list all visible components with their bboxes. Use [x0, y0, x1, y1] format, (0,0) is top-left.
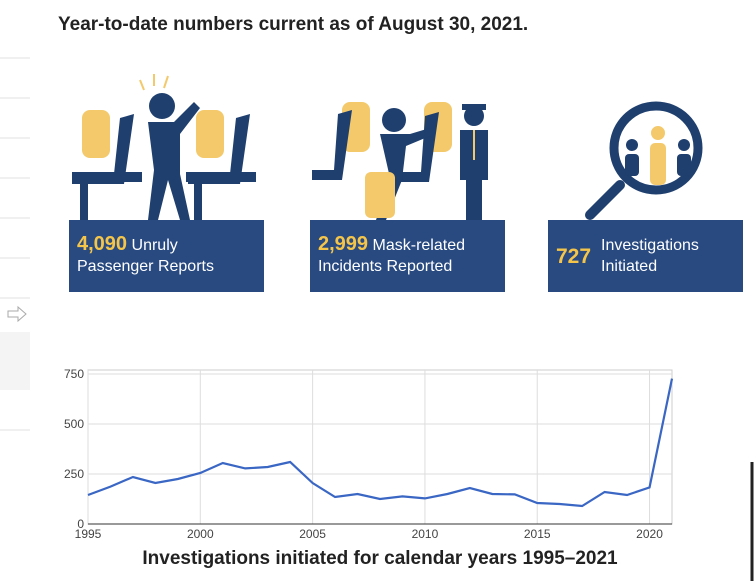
x-tick-label: 2005: [299, 527, 326, 541]
x-tick-label: 2010: [412, 527, 439, 541]
stat-card: 727 Investigations Initiated: [548, 220, 743, 292]
stat-text: 2,999 Mask-related Incidents Reported: [318, 234, 490, 277]
line: [87, 378, 674, 508]
x-axis-label: Investigations initiated for calendar ye…: [142, 548, 618, 569]
x-tick-label: 2000: [187, 527, 214, 541]
y-tick-label: 750: [64, 367, 84, 381]
stat-value: 4,090: [77, 233, 128, 255]
x-tick-label: 2020: [636, 527, 663, 541]
stat-label: Investigations Initiated: [601, 237, 699, 275]
stat-label: Mask-related Incidents Reported: [318, 237, 465, 275]
sidebar-item: [0, 332, 30, 390]
stat-label: Unruly Passenger Reports: [77, 237, 214, 275]
stat-value: 727: [556, 244, 592, 268]
x-tick-label: 1995: [75, 527, 102, 541]
x-tick-label: 2015: [524, 527, 551, 541]
illustration-magnifier: [585, 101, 703, 220]
stat-text: 4,090 Unruly Passenger Reports: [77, 234, 249, 277]
y-tick-label: 250: [64, 467, 84, 481]
illustration-unruly: [72, 74, 256, 220]
stat-card: 2,999 Mask-related Incidents Reported: [310, 220, 505, 292]
plot-area: [87, 369, 673, 525]
sidebar: [0, 57, 30, 431]
illustration-mask: [312, 102, 488, 220]
page-title: Year-to-date numbers current as of Augus…: [58, 14, 529, 35]
chart: 0 250 500 750 1995 2000 2005 2010 2015 2020 Invest…: [64, 367, 674, 569]
stat-card: 4,090 Unruly Passenger Reports: [69, 220, 264, 292]
stat-value: 2,999: [318, 233, 369, 255]
y-tick-label: 500: [64, 417, 84, 431]
arrow-icon: [7, 305, 27, 323]
y-tick-label: 0: [77, 517, 84, 531]
